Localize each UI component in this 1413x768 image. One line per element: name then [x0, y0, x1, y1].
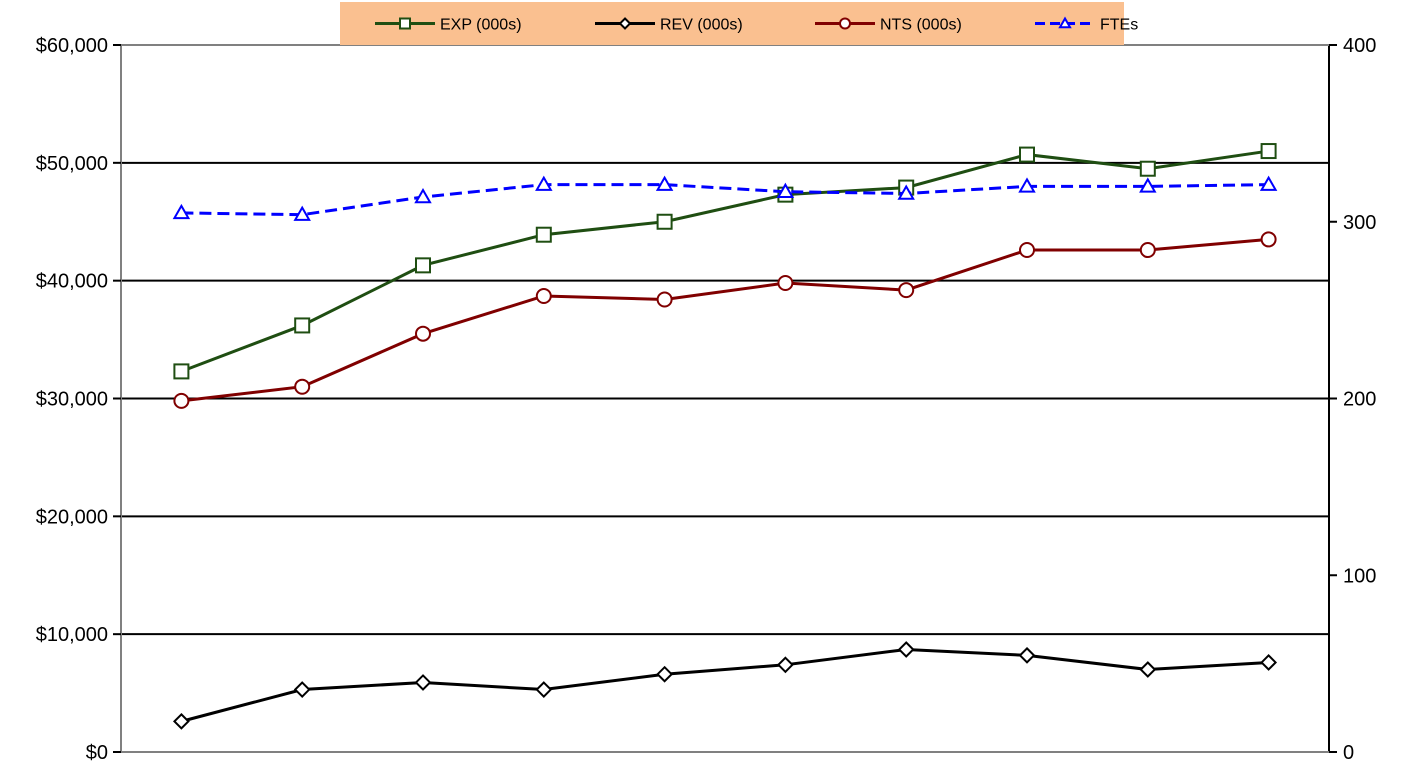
data-point-ftes [535, 175, 553, 191]
series-line-ftes [181, 183, 1269, 217]
data-point-exp-000s [656, 213, 673, 230]
data-point-nts-000s [777, 275, 794, 292]
data-point-nts-000s [1260, 231, 1277, 248]
y-right-tick-label: 200 [1343, 389, 1376, 411]
data-point-rev-000s [535, 681, 553, 698]
data-point-nts-000s [1019, 242, 1035, 259]
data-point-rev-000s [293, 681, 311, 698]
data-point-nts-000s [656, 291, 673, 308]
y-right-tick-label: 100 [1343, 565, 1376, 587]
legend-label-rev-000s: REV (000s) [660, 17, 743, 34]
y-left-tick-label: $40,000 [36, 271, 108, 293]
y-right-tick-label: 400 [1343, 35, 1376, 57]
legend: EXP (000s) REV (000s) NTS (000s) FTEs [340, 2, 1138, 45]
data-point-rev-000s [897, 641, 915, 658]
data-point-exp-000s [415, 257, 431, 274]
data-point-ftes [655, 175, 674, 191]
y-left-tick-label: $30,000 [36, 389, 108, 411]
legend-label-nts-000s: NTS (000s) [880, 17, 962, 34]
y-right-tick-label: 0 [1343, 742, 1354, 764]
data-point-ftes [1259, 175, 1278, 191]
y-left-tick-label: $20,000 [36, 506, 108, 528]
data-point-rev-000s [776, 656, 794, 674]
axes: $0 $10,000 $20,000 $30,000 $40,000 $50,000 $60… [36, 35, 1377, 764]
legend-label-ftes: FTEs [1100, 17, 1138, 34]
legend-item-exp-000s: EXP (000s) [375, 17, 522, 34]
series-exp-000s [173, 143, 1277, 380]
series-line-rev-000s [181, 647, 1269, 723]
data-point-nts-000s [1139, 242, 1156, 259]
data-point-rev-000s [414, 674, 432, 691]
legend-marker-exp-000s [399, 17, 411, 30]
legend-box [340, 2, 1124, 45]
data-point-exp-000s [535, 226, 552, 243]
series-nts-000s [173, 231, 1277, 409]
legend-item-rev-000s: REV (000s) [595, 17, 743, 34]
data-point-rev-000s [656, 665, 674, 683]
y-right-tick-label: 300 [1343, 212, 1376, 234]
data-point-exp-000s [294, 317, 311, 334]
data-point-ftes [414, 187, 432, 204]
data-point-rev-000s [172, 712, 190, 730]
data-point-exp-000s [1019, 146, 1035, 163]
series-line-exp-000s [180, 149, 1269, 373]
data-point-nts-000s [535, 287, 552, 304]
data-point-ftes [1018, 177, 1036, 193]
data-point-ftes [293, 205, 311, 221]
legend-item-ftes: FTEs [1035, 16, 1138, 34]
y-left-tick-label: $0 [86, 742, 108, 764]
legend-item-nts-000s: NTS (000s) [815, 17, 962, 34]
data-point-rev-000s [1260, 654, 1278, 671]
data-point-exp-000s [1139, 160, 1156, 177]
series-group [172, 143, 1278, 730]
series-line-nts-000s [181, 237, 1269, 403]
legend-marker-ftes [1058, 16, 1072, 29]
data-point-exp-000s [173, 363, 190, 380]
legend-marker-rev-000s [618, 17, 632, 30]
data-point-exp-000s [1260, 143, 1277, 160]
series-rev-000s [172, 641, 1278, 730]
data-point-nts-000s [294, 378, 311, 395]
data-point-nts-000s [898, 282, 915, 299]
data-point-ftes [897, 184, 915, 200]
data-point-nts-000s [173, 392, 190, 409]
y-left-tick-label: $60,000 [36, 35, 108, 57]
y-left-tick-label: $10,000 [36, 624, 108, 646]
data-point-rev-000s [1139, 661, 1157, 678]
data-point-nts-000s [415, 325, 431, 342]
y-left-tick-label: $50,000 [36, 153, 108, 175]
gridlines [121, 44, 1329, 636]
series-ftes [172, 175, 1278, 221]
data-point-ftes [776, 182, 795, 198]
data-point-rev-000s [1018, 646, 1036, 664]
legend-marker-nts-000s [839, 17, 851, 30]
legend-label-exp-000s: EXP (000s) [440, 17, 522, 34]
data-point-ftes [172, 203, 191, 220]
data-point-ftes [1139, 177, 1157, 193]
